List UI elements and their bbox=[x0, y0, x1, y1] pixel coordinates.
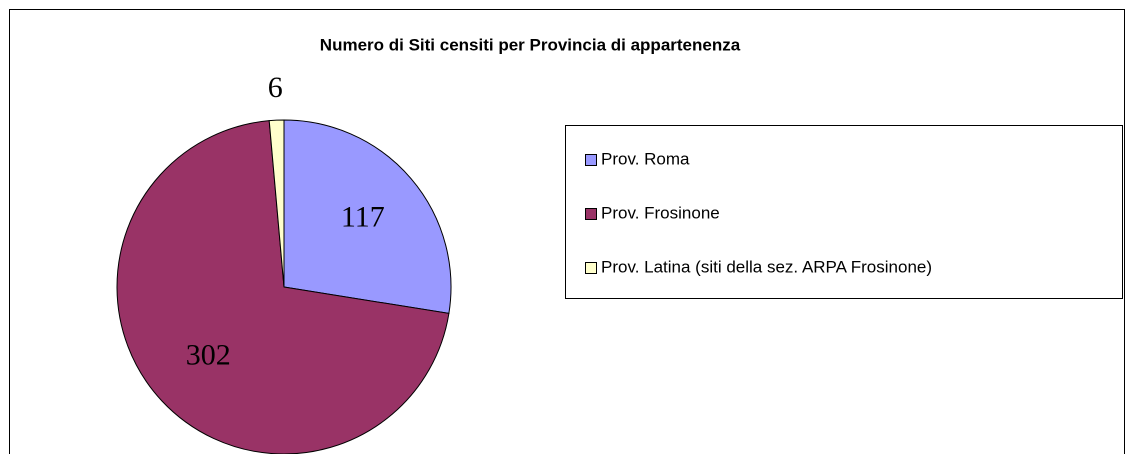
legend-label: Prov. Latina (siti della sez. ARPA Frosi… bbox=[601, 257, 932, 276]
legend-swatch bbox=[585, 154, 597, 166]
pie-slice bbox=[268, 119, 285, 288]
legend-label: Prov. Frosinone bbox=[601, 203, 720, 222]
chart-title: Numero di Siti censiti per Provincia di … bbox=[320, 35, 741, 54]
legend-label: Prov. Roma bbox=[601, 149, 690, 168]
data-label: 6 bbox=[268, 71, 283, 104]
data-label: 302 bbox=[186, 338, 231, 371]
data-label: 117 bbox=[341, 201, 385, 234]
legend bbox=[565, 125, 1123, 299]
legend-swatch bbox=[585, 262, 597, 274]
chart-frame bbox=[9, 9, 1125, 454]
legend-swatch bbox=[585, 208, 597, 220]
pie-slice bbox=[283, 119, 452, 315]
pie-slice bbox=[116, 120, 450, 454]
